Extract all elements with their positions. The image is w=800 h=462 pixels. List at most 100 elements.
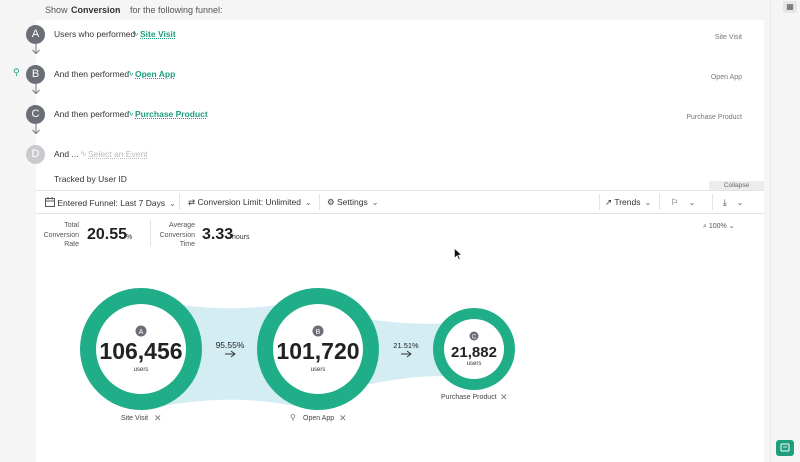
arrow-right-icon xyxy=(401,350,412,358)
average-conversion-time-label: Average Conversion Time xyxy=(159,222,195,248)
chevron-down-icon: ⌄ xyxy=(644,198,652,207)
report-toolbar: Entered Funnel: Last 7 Days ⌄ ⇄ Conversio… xyxy=(36,190,764,214)
conversion-limit-label: Conversion Limit: Unlimited xyxy=(197,197,301,207)
funnel-node-inner-a xyxy=(96,304,186,394)
query-header: Show Conversion ⌄ for the following funn… xyxy=(0,0,770,20)
average-conversion-time-unit: hours xyxy=(232,234,250,241)
funnel-step-d: D And ... ∿ Select an Event xyxy=(0,144,770,184)
settings-label: Settings xyxy=(337,197,368,207)
node-name-site-visit: Site Visit xyxy=(121,415,149,422)
step-prefix: And then performed xyxy=(54,69,130,79)
close-icon[interactable]: ✕ xyxy=(500,392,508,402)
gear-icon: ⚙ xyxy=(327,197,335,207)
node-letter-badge-c xyxy=(469,331,479,341)
step-prefix: And then performed xyxy=(54,109,130,119)
conversion-rate-b-c: 21.51% xyxy=(393,341,419,350)
funnel-node-inner-c xyxy=(444,319,504,379)
node-unit-b: users xyxy=(311,367,326,373)
conversion-limit-dropdown[interactable]: ⇄ Conversion Limit: Unlimited ⌄ xyxy=(188,197,312,208)
step-letter-b: B xyxy=(26,65,45,84)
event-icon: ∿ xyxy=(80,149,87,158)
search-icon: ⌕ xyxy=(703,223,707,230)
node-letter-badge-a xyxy=(135,325,147,337)
step-letter-d: D xyxy=(26,145,45,164)
close-icon[interactable]: ✕ xyxy=(154,413,162,423)
node-name-purchase-product: Purchase Product xyxy=(441,394,497,401)
chevron-down-icon: ⌄ xyxy=(304,198,312,207)
conversion-rate-a-b: 95.55% xyxy=(216,340,245,350)
chevron-down-icon: ⌄ xyxy=(736,198,744,207)
swap-icon: ⇄ xyxy=(188,197,196,207)
step-right-label: Open App xyxy=(710,74,742,81)
chevron-down-icon[interactable]: ⌄ xyxy=(115,4,122,13)
entered-funnel-label: Entered Funnel: Last 7 Days xyxy=(57,198,166,208)
divider xyxy=(319,194,320,210)
arrow-right-icon xyxy=(225,350,236,358)
trends-label: Trends xyxy=(614,197,641,207)
zoom-value: 100% xyxy=(708,223,727,230)
chevron-down-icon: ⌄ xyxy=(688,198,696,207)
event-selector-site-visit[interactable]: Site Visit xyxy=(140,29,176,39)
chevron-down-icon: ⌄ xyxy=(728,223,735,230)
divider xyxy=(712,194,713,210)
trends-dropdown[interactable]: ↗ Trends ⌄ xyxy=(605,197,651,208)
arrow-down-icon xyxy=(32,44,40,55)
arrow-down-icon xyxy=(32,124,40,135)
chat-icon xyxy=(780,443,790,452)
mouse-pointer-icon xyxy=(454,248,462,260)
zoom-control[interactable]: ⌕ 100% ⌄ xyxy=(703,222,735,231)
divider xyxy=(179,194,180,210)
step-prefix: And ... xyxy=(54,149,79,159)
flag-icon: ⚐ xyxy=(671,197,679,207)
funnel-node-inner-b xyxy=(273,304,363,394)
entered-funnel-dropdown[interactable]: Entered Funnel: Last 7 Days ⌄ xyxy=(45,197,176,208)
node-value-a: 106,456 xyxy=(99,338,182,364)
event-selector-placeholder[interactable]: Select an Event xyxy=(88,149,148,159)
total-conversion-rate-label: Total Conversion Rate xyxy=(43,222,79,248)
node-value-b: 101,720 xyxy=(276,338,359,364)
pin-icon[interactable]: ⚲ xyxy=(13,67,20,77)
right-rail xyxy=(770,0,800,462)
layout-icon[interactable]: ▦ xyxy=(783,1,797,13)
event-selector-open-app[interactable]: Open App xyxy=(135,69,176,79)
tracked-by-label[interactable]: Tracked by User ID xyxy=(54,174,127,184)
event-icon: ∿ xyxy=(127,109,134,118)
trend-line-icon: ↗ xyxy=(605,197,613,207)
divider xyxy=(150,220,151,246)
event-icon: ∿ xyxy=(127,69,134,78)
export-dropdown[interactable]: ⤓ ⌄ xyxy=(723,197,743,208)
collapse-button[interactable]: Collapse xyxy=(709,181,764,190)
step-prefix: Users who performed xyxy=(54,29,136,39)
funnel-description: for the following funnel: xyxy=(130,5,223,15)
step-right-label: Site Visit xyxy=(714,34,742,41)
show-label: Show xyxy=(45,5,68,15)
step-letter-c: C xyxy=(26,105,45,124)
node-name-open-app: Open App xyxy=(303,415,335,422)
node-letter-a: A xyxy=(139,329,144,336)
help-chat-button[interactable] xyxy=(776,440,794,456)
event-selector-purchase-product[interactable]: Purchase Product xyxy=(135,109,208,119)
settings-dropdown[interactable]: ⚙ Settings ⌄ xyxy=(327,197,378,208)
event-icon: ∿ xyxy=(132,29,139,38)
funnel-step-a: A Users who performed ∿ Site Visit Site … xyxy=(0,24,770,64)
step-letter-a: A xyxy=(26,25,45,44)
chevron-down-icon: ⌄ xyxy=(371,198,379,207)
average-conversion-time-value: 3.33 xyxy=(202,226,234,243)
node-letter-badge-b xyxy=(312,325,324,337)
divider xyxy=(659,194,660,210)
divider xyxy=(599,194,600,210)
node-letter-c: C xyxy=(472,335,477,341)
calendar-icon xyxy=(45,197,55,207)
pin-icon[interactable]: ⚲ xyxy=(290,413,296,422)
node-letter-b: B xyxy=(316,329,321,336)
metric-dropdown[interactable]: Conversion xyxy=(71,5,121,15)
total-conversion-rate-value: 20.55 xyxy=(87,226,128,243)
close-icon[interactable]: ✕ xyxy=(339,413,347,423)
node-value-c: 21,882 xyxy=(451,344,497,361)
step-right-label: Purchase Product xyxy=(686,114,742,121)
node-unit-a: users xyxy=(134,367,149,373)
download-icon: ⤓ xyxy=(723,197,727,207)
chevron-down-icon: ⌄ xyxy=(169,199,176,208)
flag-dropdown[interactable]: ⚐ ⌄ xyxy=(671,197,695,208)
